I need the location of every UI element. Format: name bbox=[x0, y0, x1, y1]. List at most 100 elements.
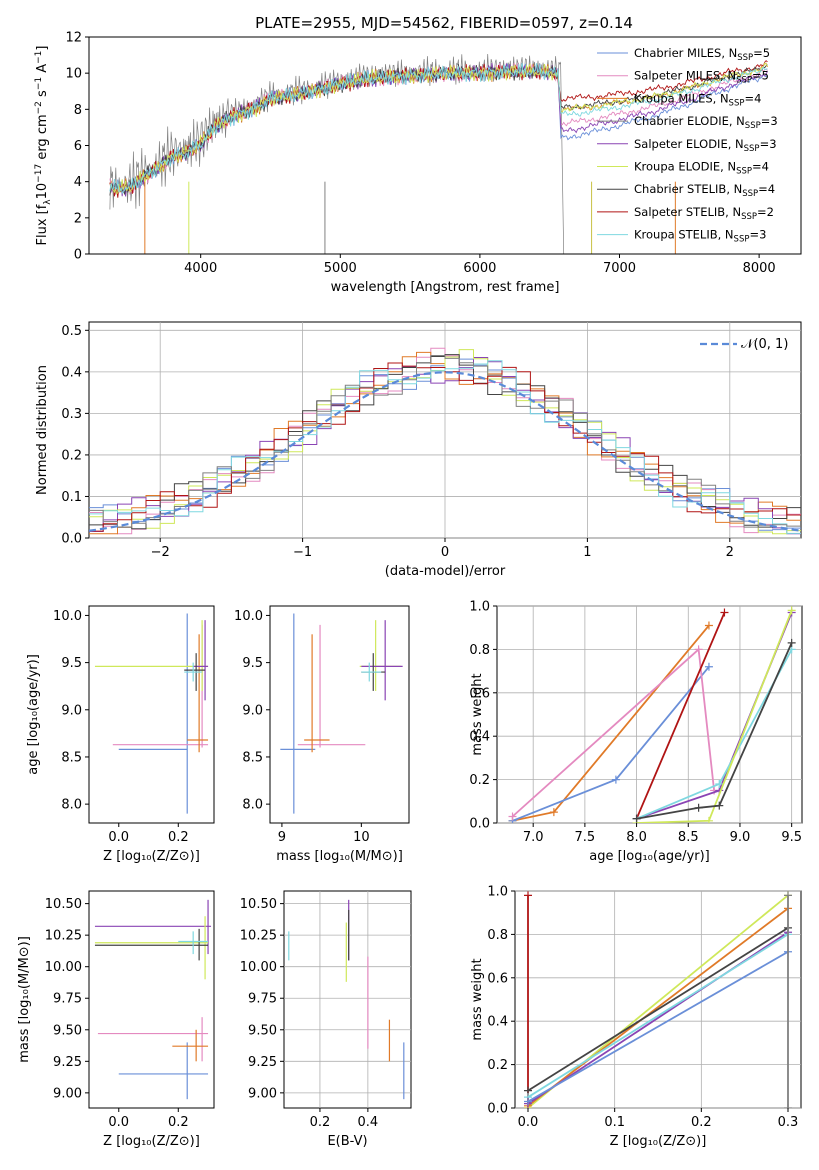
plot-frame bbox=[88, 890, 215, 1109]
x-tick-label: 10 bbox=[353, 830, 370, 845]
x-tick-label: 8000 bbox=[743, 261, 776, 276]
plus-marker bbox=[787, 606, 796, 615]
weight-line bbox=[527, 951, 789, 1103]
y-tick-label: 9.0 bbox=[242, 703, 263, 718]
plot-frame bbox=[283, 890, 412, 1109]
x-tick-label: 0.2 bbox=[168, 830, 189, 845]
age-vs-mass-panel: 9 10 8.0 8.5 9.0 9.5 10.0 mass [log₁₀(M/M⊙)] bbox=[234, 605, 410, 864]
legend-subscript: SSP bbox=[736, 76, 752, 86]
x-tick-label: 0.2 bbox=[691, 1115, 712, 1130]
age-vs-metallicity-panel: 0.0 0.2 8.0 8.5 9.0 9.5 10.0 Z [log₁₀(Z/Z⊙)] age… bbox=[26, 605, 215, 864]
y-axis-label-part: A bbox=[35, 64, 50, 77]
legend-text: Chabrier STELIB, N bbox=[634, 182, 742, 196]
y-tick-label: 0.1 bbox=[61, 490, 82, 505]
plus-marker bbox=[611, 775, 620, 784]
plus-marker bbox=[784, 891, 792, 900]
x-tick-label: 9 bbox=[278, 830, 286, 845]
weight-vs-metallicity-panel: 0.0 0.1 0.2 0.3 0.0 0.2 0.4 0.6 0.8 1.0 Z [log₁₀(Z… bbox=[470, 885, 802, 1149]
y-tick-label: 0.4 bbox=[61, 365, 82, 380]
plus-marker bbox=[704, 816, 713, 823]
y-tick-label: 0.0 bbox=[469, 817, 490, 832]
x-tick-label: 0.4 bbox=[358, 1115, 379, 1130]
y-tick-label: 0.4 bbox=[487, 1015, 508, 1030]
residuals-panel: −2 −1 0 1 2 0.0 0.1 0.2 0.3 0.4 0.5 (data-model)/er… bbox=[35, 321, 802, 579]
plus-marker bbox=[632, 814, 641, 823]
x-tick-label: 0.1 bbox=[604, 1115, 625, 1130]
legend-tail: =4 bbox=[758, 182, 775, 196]
legend-entry: Salpeter ELODIE, NSSP=3 bbox=[634, 137, 777, 154]
legend-subscript: SSP bbox=[729, 98, 745, 108]
x-tick-label: 8.5 bbox=[678, 830, 699, 845]
y-tick-label: 10.00 bbox=[45, 960, 82, 975]
y-tick-label: 8.5 bbox=[242, 750, 263, 765]
histogram-series bbox=[89, 347, 801, 535]
x-tick-label: 2 bbox=[726, 545, 734, 560]
weight-line bbox=[527, 927, 789, 1092]
y-tick-label: 10.0 bbox=[234, 609, 263, 624]
y-tick-label: 1.0 bbox=[469, 600, 490, 615]
y-tick-label: 10.25 bbox=[240, 929, 277, 944]
mass-vs-metallicity-panel: 0.0 0.2 9.00 9.25 9.50 9.75 10.00 10.25 10.50 Z [… bbox=[17, 890, 215, 1149]
y-tick-label: 9.00 bbox=[248, 1086, 277, 1101]
y-axis-label-part: −17 bbox=[34, 164, 44, 183]
legend-text: Kroupa MILES, N bbox=[634, 91, 729, 105]
legend-tail: =2 bbox=[757, 205, 774, 219]
x-tick-label: −1 bbox=[293, 545, 312, 560]
legend-entry: Kroupa ELODIE, NSSP=4 bbox=[634, 160, 769, 177]
y-axis-label-part: 10 bbox=[35, 183, 50, 200]
errorbar-points bbox=[94, 613, 209, 814]
legend-entry: Chabrier MILES, NSSP=5 bbox=[634, 46, 770, 63]
plus-marker bbox=[715, 801, 724, 810]
x-axis-label: wavelength [Angstrom, rest frame] bbox=[331, 280, 560, 295]
weight-line bbox=[527, 907, 789, 1107]
histogram-step-line bbox=[89, 349, 801, 535]
y-tick-label: 0.0 bbox=[487, 1102, 508, 1117]
y-axis-label: mass [log₁₀(M/M⊙)] bbox=[17, 936, 32, 1063]
y-tick-label: 8.0 bbox=[61, 798, 82, 813]
x-tick-label: 7.5 bbox=[575, 830, 596, 845]
y-tick-label: 10.0 bbox=[53, 609, 82, 624]
y-tick-label: 8.5 bbox=[61, 750, 82, 765]
legend-text: Salpeter ELODIE, N bbox=[634, 137, 744, 151]
legend-tail: =3 bbox=[760, 137, 777, 151]
y-tick-label: 9.5 bbox=[61, 656, 82, 671]
x-tick-label: 6000 bbox=[463, 261, 496, 276]
y-tick-label: 9.0 bbox=[61, 703, 82, 718]
x-tick-label: 0.2 bbox=[168, 1115, 189, 1130]
x-axis-label: Z [log₁₀(Z/Z⊙)] bbox=[610, 1134, 707, 1149]
x-tick-label: 0.0 bbox=[108, 1115, 129, 1130]
legend-entry: Chabrier STELIB, NSSP=4 bbox=[634, 182, 775, 199]
normal-curve-line bbox=[89, 371, 801, 532]
y-tick-label: 9.50 bbox=[248, 1023, 277, 1038]
y-tick-label: 10.25 bbox=[45, 929, 82, 944]
plus-marker bbox=[704, 662, 713, 671]
legend-text: Salpeter MILES, N bbox=[634, 69, 736, 83]
x-tick-label: 4000 bbox=[184, 261, 217, 276]
y-axis-label-part: ] bbox=[35, 46, 50, 51]
plot-frame bbox=[269, 605, 410, 824]
x-axis-label: mass [log₁₀(M/M⊙)] bbox=[276, 849, 403, 864]
plus-marker bbox=[715, 779, 724, 788]
legend-subscript: SSP bbox=[745, 121, 761, 131]
y-axis-label: mass weight bbox=[470, 958, 485, 1040]
errorbar-points bbox=[288, 899, 405, 1100]
histogram-step-line bbox=[89, 355, 801, 528]
x-axis-label: Z [log₁₀(Z/Z⊙)] bbox=[103, 849, 200, 864]
y-axis-label: age [log₁₀(age/yr)] bbox=[26, 654, 41, 775]
legend-entry: 𝒩(0, 1) bbox=[741, 337, 788, 352]
y-axis-label-part: erg cm bbox=[35, 114, 50, 163]
plus-marker bbox=[784, 1104, 792, 1108]
weight-vs-age-panel: 7.0 7.5 8.0 8.5 9.0 9.5 0.0 0.2 0.4 0.6 0.8 1.0 age … bbox=[469, 600, 803, 864]
x-tick-label: 0.0 bbox=[108, 830, 129, 845]
legend-tail: =5 bbox=[752, 69, 769, 83]
y-tick-label: 0.6 bbox=[487, 971, 508, 986]
legend-entry: Kroupa MILES, NSSP=4 bbox=[634, 91, 761, 108]
legend-entry: Salpeter STELIB, NSSP=2 bbox=[634, 205, 774, 222]
errorbar-points bbox=[280, 613, 403, 814]
y-tick-label: 0.5 bbox=[61, 324, 82, 339]
x-tick-label: 9.5 bbox=[781, 830, 802, 845]
y-tick-label: 12 bbox=[65, 31, 82, 46]
legend-text: Salpeter STELIB, N bbox=[634, 205, 741, 219]
x-tick-label: 7000 bbox=[603, 261, 636, 276]
y-tick-label: 0.0 bbox=[61, 532, 82, 547]
